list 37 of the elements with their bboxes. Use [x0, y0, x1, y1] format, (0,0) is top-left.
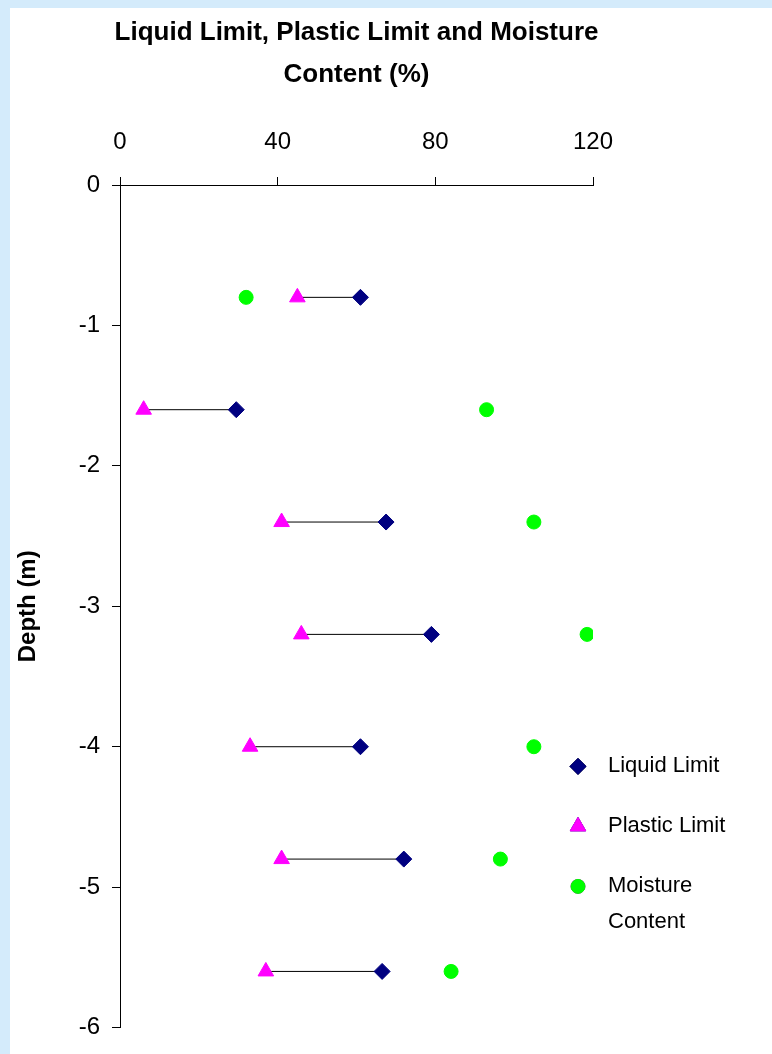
point	[492, 851, 508, 867]
point	[479, 402, 495, 418]
point	[257, 961, 275, 977]
point	[273, 849, 290, 865]
y-tick-label: -5	[78, 871, 100, 899]
point	[351, 738, 369, 756]
point	[377, 513, 395, 531]
point	[293, 624, 310, 640]
point	[227, 401, 245, 419]
y-tick-label: 0	[86, 169, 100, 197]
y-tick-label: -3	[78, 590, 100, 618]
point	[395, 850, 413, 868]
point	[422, 625, 440, 643]
point	[351, 288, 369, 306]
point	[443, 963, 459, 979]
point	[579, 626, 593, 642]
y-tick-label: -2	[78, 450, 100, 478]
y-tick-label: -4	[78, 731, 100, 759]
point	[241, 737, 259, 752]
legend-label: Plastic Limit	[608, 812, 726, 838]
point	[135, 400, 152, 415]
point	[526, 514, 542, 530]
y-tick-label: -6	[78, 1012, 100, 1040]
x-tick-label: 120	[572, 127, 614, 155]
x-tick-label: 80	[421, 127, 449, 155]
y-axis-title: Depth (m)	[13, 550, 41, 663]
point	[373, 962, 391, 980]
y-tick-label: -1	[78, 310, 100, 338]
point	[289, 287, 306, 303]
x-tick-label: 0	[113, 127, 127, 155]
legend-label: Liquid Limit	[608, 752, 720, 778]
legend-label: Moisture Content	[608, 872, 693, 934]
x-axis-title: Liquid Limit, Plastic Limit and Moisture Content (%)	[114, 16, 599, 89]
point	[526, 739, 542, 755]
point	[238, 289, 254, 305]
x-tick-label: 40	[264, 127, 292, 155]
point	[273, 512, 290, 528]
